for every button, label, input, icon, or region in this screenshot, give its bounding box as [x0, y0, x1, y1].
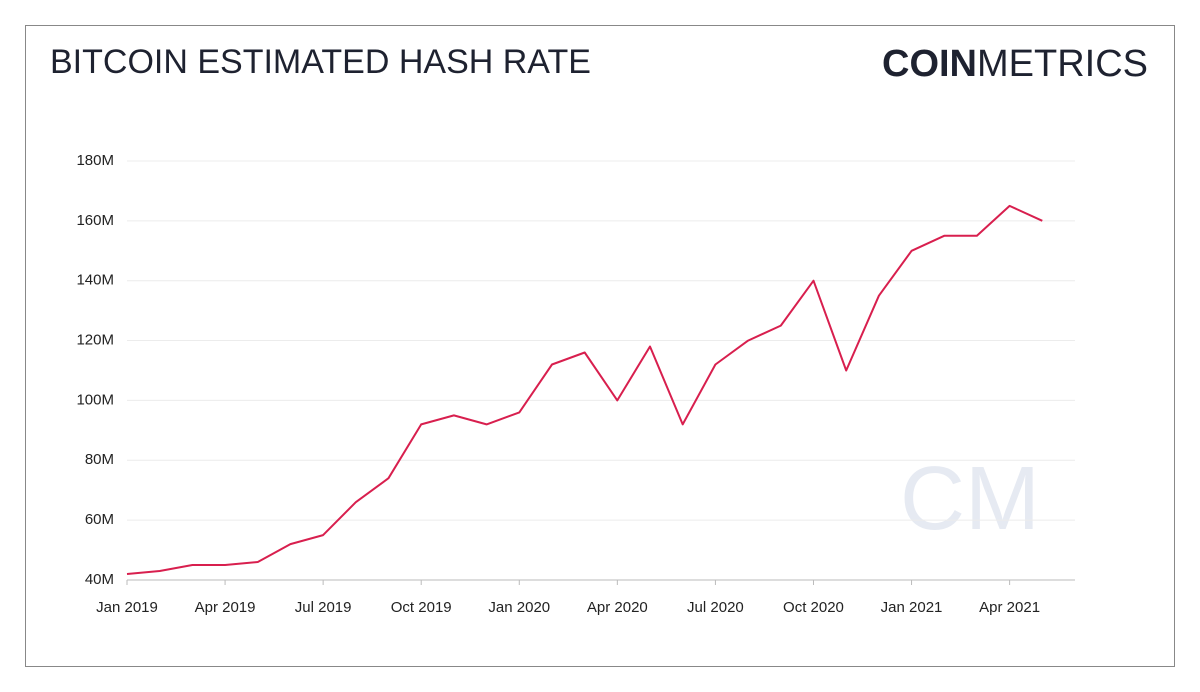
x-tick-label: Oct 2020: [783, 599, 844, 616]
x-tick-label: Jul 2019: [295, 599, 352, 616]
brand-bold: COIN: [882, 43, 977, 85]
x-tick-label: Apr 2021: [979, 599, 1040, 616]
x-tick-label: Apr 2019: [195, 599, 256, 616]
x-tick-label: Jul 2020: [687, 599, 744, 616]
y-tick-label: 120M: [76, 332, 114, 349]
y-tick-label: 160M: [76, 212, 114, 229]
y-tick-label: 60M: [85, 511, 114, 528]
x-tick-label: Jan 2021: [881, 599, 943, 616]
brand-light: METRICS: [977, 43, 1148, 85]
frame: [25, 25, 1175, 667]
data-line: [126, 204, 1043, 575]
x-tick-label: Oct 2019: [391, 599, 452, 616]
y-tick-label: 100M: [76, 391, 114, 408]
x-tick-label: Jan 2019: [96, 599, 158, 616]
chart-title: BITCOIN ESTIMATED HASH RATE: [50, 43, 591, 81]
y-tick-label: 80M: [85, 451, 114, 468]
y-tick-label: 40M: [85, 571, 114, 588]
brand-logo: COINMETRICS: [882, 43, 1148, 85]
watermark: CM: [900, 449, 1040, 549]
y-tick-label: 180M: [76, 152, 114, 169]
y-tick-label: 140M: [76, 272, 114, 289]
x-tick-label: Jan 2020: [488, 599, 550, 616]
x-tick-label: Apr 2020: [587, 599, 648, 616]
